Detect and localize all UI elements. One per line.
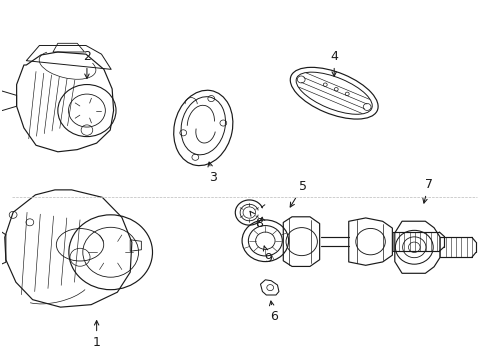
Text: 9: 9 [263,246,271,265]
Text: 8: 8 [249,211,263,230]
Text: 5: 5 [289,180,306,207]
Text: 1: 1 [93,321,101,349]
Text: 6: 6 [269,301,277,323]
Text: 4: 4 [329,50,337,76]
Text: 7: 7 [422,178,432,203]
Text: 2: 2 [83,50,91,78]
Text: 3: 3 [207,162,217,184]
